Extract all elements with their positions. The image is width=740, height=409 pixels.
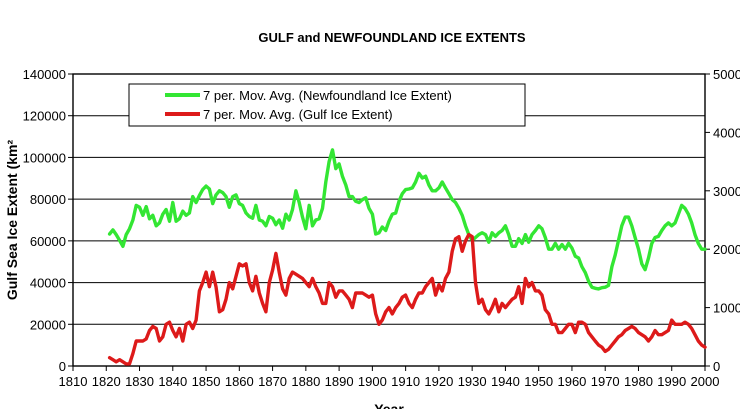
x-tick-label: 1820 xyxy=(92,374,121,389)
plot-area-frame xyxy=(72,73,706,367)
x-tick-label: 1920 xyxy=(424,374,453,389)
x-tick-label: 1850 xyxy=(192,374,221,389)
x-tick-label: 1910 xyxy=(391,374,420,389)
y-tick-label: 20000 xyxy=(30,317,66,332)
y-tick-label: 60000 xyxy=(30,234,66,249)
x-tick-label: 1900 xyxy=(358,374,387,389)
y2-tick-label: 200000 xyxy=(713,242,740,257)
x-tick-label: 1980 xyxy=(624,374,653,389)
y2-tick-label: 100000 xyxy=(713,301,740,316)
x-axis-label: Year xyxy=(374,401,404,409)
y-tick-label: 120000 xyxy=(23,109,66,124)
y2-tick-label: 500000 xyxy=(713,67,740,82)
x-tick-label: 1970 xyxy=(591,374,620,389)
y-tick-label: 40000 xyxy=(30,276,66,291)
x-tick-label: 1870 xyxy=(258,374,287,389)
x-tick-label: 1840 xyxy=(158,374,187,389)
x-tick-label: 1810 xyxy=(59,374,88,389)
x-tick-label: 1890 xyxy=(325,374,354,389)
y-tick-label: 80000 xyxy=(30,192,66,207)
legend-box xyxy=(128,83,526,127)
x-tick-label: 1880 xyxy=(291,374,320,389)
y-tick-label: 0 xyxy=(59,359,66,374)
x-tick-label: 1990 xyxy=(657,374,686,389)
x-tick-label: 1960 xyxy=(557,374,586,389)
y-tick-label: 100000 xyxy=(23,150,66,165)
legend: 7 per. Mov. Avg. (Newfoundland Ice Exten… xyxy=(128,83,526,127)
y2-tick-label: 300000 xyxy=(713,184,740,199)
y-axis-label: Gulf Sea Ice Extent (km² xyxy=(4,140,20,301)
series-layer xyxy=(107,148,707,366)
series-line-newfoundland xyxy=(107,148,707,291)
x-axis-ticks: 1810 1820 1830 1840 1850 1860 1870 1880 1890 1900… xyxy=(59,366,720,389)
legend-label-newfoundland: 7 per. Mov. Avg. (Newfoundland Ice Exten… xyxy=(203,88,452,103)
y-tick-label: 140000 xyxy=(23,67,66,82)
x-tick-label: 1940 xyxy=(491,374,520,389)
chart-title: GULF and NEWFOUNDLAND ICE EXTENTS xyxy=(258,30,526,45)
legend-label-gulf: 7 per. Mov. Avg. (Gulf Ice Extent) xyxy=(203,107,393,122)
x-tick-label: 1830 xyxy=(125,374,154,389)
x-tick-label: 1860 xyxy=(225,374,254,389)
x-tick-label: 1950 xyxy=(524,374,553,389)
series-line-gulf xyxy=(107,232,707,366)
left-axis-ticks: 0 20000 40000 60000 80000 100000 120000 140000 xyxy=(23,67,73,374)
x-tick-label: 2000 xyxy=(691,374,720,389)
x-tick-label: 1930 xyxy=(458,374,487,389)
y2-tick-label: 0 xyxy=(713,359,720,374)
